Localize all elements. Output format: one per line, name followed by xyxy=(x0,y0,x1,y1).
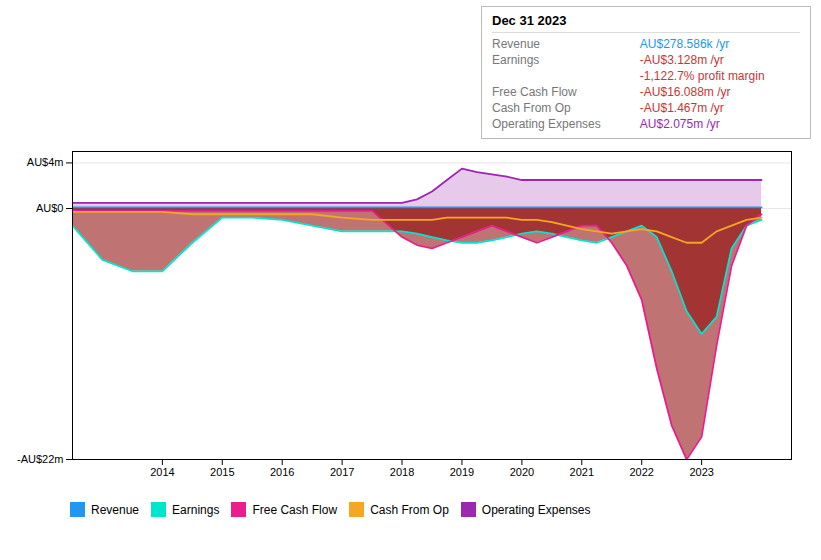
html-text:-AU$3.128m /yr: -AU$3.128m /yr xyxy=(639,53,724,67)
html-text:Earnings: Earnings xyxy=(172,502,220,517)
svg-text:2022: 2022 xyxy=(629,466,653,478)
html-text:Operating Expenses: Operating Expenses xyxy=(492,117,601,131)
svg-text:2021: 2021 xyxy=(570,466,594,478)
svg-text:AU$0: AU$0 xyxy=(36,202,64,214)
html-text:-1,122.7% profit margin: -1,122.7% profit margin xyxy=(639,69,765,83)
svg-text:2017: 2017 xyxy=(330,466,354,478)
html-text:Dec 31 2023: Dec 31 2023 xyxy=(492,13,567,28)
html-text:Cash From Op: Cash From Op xyxy=(370,502,449,517)
svg-text:2019: 2019 xyxy=(450,466,474,478)
html-text:Operating Expenses: Operating Expenses xyxy=(481,502,591,517)
svg-text:2023: 2023 xyxy=(689,466,713,478)
html-text:-AU$16.088m /yr: -AU$16.088m /yr xyxy=(639,85,731,99)
svg-text:2016: 2016 xyxy=(270,466,294,478)
html-text:Cash From Op: Cash From Op xyxy=(492,101,571,115)
html-text:AU$278.586k /yr: AU$278.586k /yr xyxy=(639,37,730,51)
svg-text:AU$4m: AU$4m xyxy=(27,156,64,168)
html-text:Free Cash Flow: Free Cash Flow xyxy=(492,85,577,99)
html-text:Free Cash Flow: Free Cash Flow xyxy=(252,502,338,517)
html-text:-AU$1.467m /yr: -AU$1.467m /yr xyxy=(639,101,724,115)
svg-text:2020: 2020 xyxy=(510,466,534,478)
svg-text:2018: 2018 xyxy=(390,466,414,478)
svg-text:-AU$22m: -AU$22m xyxy=(17,453,63,465)
html-text:Revenue: Revenue xyxy=(91,502,139,517)
svg-text:2014: 2014 xyxy=(150,466,174,478)
svg-text:2015: 2015 xyxy=(210,466,234,478)
html-text:AU$2.075m /yr: AU$2.075m /yr xyxy=(639,117,720,131)
html-text:Earnings: Earnings xyxy=(492,53,540,67)
html-text:Revenue: Revenue xyxy=(492,37,540,51)
